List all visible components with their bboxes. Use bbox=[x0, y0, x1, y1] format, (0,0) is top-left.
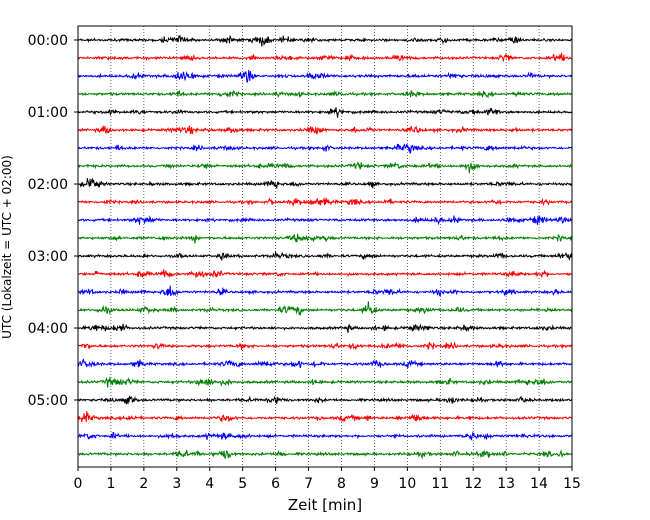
seismic-trace bbox=[77, 323, 573, 333]
seismic-trace bbox=[77, 449, 573, 460]
x-tick-label: 8 bbox=[337, 476, 346, 492]
y-tick-label: 00:00 bbox=[28, 33, 68, 49]
seismic-trace bbox=[77, 161, 573, 174]
seismic-traces bbox=[77, 35, 573, 460]
y-tick-label: 02:00 bbox=[28, 177, 68, 193]
plot-frame bbox=[77, 25, 573, 468]
x-tick-label: 13 bbox=[497, 476, 515, 492]
seismic-trace bbox=[77, 233, 573, 244]
seismic-trace bbox=[77, 215, 573, 226]
x-tick-label: 6 bbox=[271, 476, 280, 492]
x-axis-ticks: 0 1 2 3 4 5 6 7 8 9 10 11 12 13 14 15 bbox=[74, 467, 581, 492]
x-tick-label: 14 bbox=[530, 476, 548, 492]
seismic-trace bbox=[77, 250, 573, 262]
seismic-trace bbox=[77, 90, 573, 99]
x-tick-label: 4 bbox=[205, 476, 214, 492]
seismic-trace bbox=[77, 431, 573, 441]
x-tick-label: 3 bbox=[172, 476, 181, 492]
seismic-trace bbox=[77, 107, 573, 118]
y-axis-ticks: 00:00 01:00 02:00 03:00 04:00 05:00 bbox=[28, 33, 78, 409]
seismic-trace bbox=[77, 35, 573, 47]
seismic-trace bbox=[77, 177, 573, 189]
x-tick-label: 5 bbox=[238, 476, 247, 492]
seismic-trace bbox=[77, 301, 573, 316]
y-tick-label: 01:00 bbox=[28, 105, 68, 121]
seismic-trace bbox=[77, 411, 573, 423]
x-tick-label: 2 bbox=[139, 476, 148, 492]
x-tick-label: 1 bbox=[106, 476, 115, 492]
seismic-trace bbox=[77, 395, 573, 405]
y-tick-label: 03:00 bbox=[28, 249, 68, 265]
seismic-trace bbox=[77, 143, 573, 155]
seismic-trace bbox=[77, 376, 573, 388]
seismic-trace bbox=[77, 340, 573, 351]
x-tick-label: 11 bbox=[431, 476, 449, 492]
seismic-trace bbox=[77, 125, 573, 135]
x-tick-label: 12 bbox=[464, 476, 482, 492]
y-axis-label: UTC (Lokalzeit = UTC + 02:00) bbox=[0, 155, 14, 339]
seismic-trace bbox=[77, 52, 573, 62]
y-tick-label: 04:00 bbox=[28, 321, 68, 337]
x-tick-label: 10 bbox=[398, 476, 416, 492]
seismic-trace bbox=[77, 70, 573, 83]
x-tick-label: 15 bbox=[563, 476, 581, 492]
x-tick-label: 7 bbox=[304, 476, 313, 492]
seismic-trace bbox=[77, 269, 573, 279]
x-tick-label: 0 bbox=[74, 476, 83, 492]
y-tick-label: 05:00 bbox=[28, 393, 68, 409]
seismic-trace bbox=[77, 285, 573, 297]
x-axis-label: Zeit [min] bbox=[288, 496, 362, 514]
seismic-trace bbox=[77, 358, 573, 369]
seismic-trace bbox=[77, 197, 573, 208]
x-tick-label: 9 bbox=[370, 476, 379, 492]
